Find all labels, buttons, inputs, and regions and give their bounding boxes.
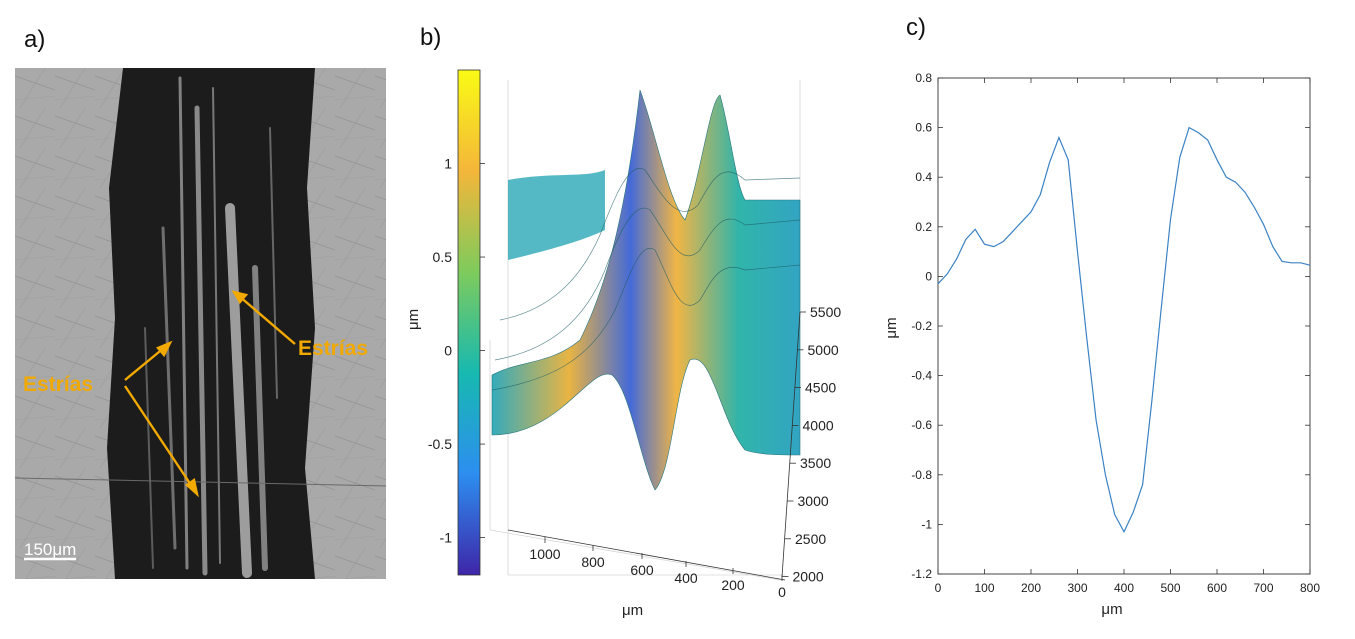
profile-line bbox=[937, 126, 1311, 534]
x-tick-label: 600 bbox=[1207, 581, 1227, 595]
y-tick-label: 3000 bbox=[798, 493, 829, 509]
x-tick-label: 800 bbox=[581, 554, 605, 570]
y-tick-label: 4000 bbox=[803, 417, 834, 433]
y-tick-label: 0.2 bbox=[915, 220, 932, 234]
y-tick-label: -0.2 bbox=[911, 319, 932, 333]
x-tick-label: 400 bbox=[1114, 581, 1134, 595]
x-tick-label: 200 bbox=[1021, 581, 1041, 595]
colorbar-tick-label: -1 bbox=[440, 530, 453, 546]
y-axis-label: μm bbox=[883, 317, 900, 338]
surface bbox=[491, 89, 801, 491]
profile-line-chart: 0.8 0.6 0.4 0.2 0 -0.2 -0.4 -0.6 -0.8 -1 -1.2 0 100… bbox=[883, 71, 1320, 618]
scale-bar-label: 150μm bbox=[24, 540, 76, 559]
micrograph-image: Estrías Estrías 150μm bbox=[15, 68, 386, 579]
y-tick-label: -1 bbox=[921, 517, 932, 531]
y-tick-label: 0 bbox=[925, 269, 932, 283]
y-tick-label: -0.6 bbox=[911, 418, 932, 432]
wear-track bbox=[107, 68, 315, 579]
colorbar-tick-label: 0 bbox=[444, 343, 452, 359]
panel-a-label: a) bbox=[24, 26, 46, 53]
x-axis-label: μm bbox=[622, 602, 643, 619]
y-tick-label: 5500 bbox=[810, 304, 841, 320]
x-tick-label: 300 bbox=[1067, 581, 1087, 595]
colorbar bbox=[457, 69, 481, 576]
axis-box bbox=[489, 80, 801, 581]
y-tick-label: 0.4 bbox=[915, 170, 932, 184]
colorbar-label: μm bbox=[405, 309, 422, 330]
colorbar-tick-label: -0.5 bbox=[428, 436, 452, 452]
x-tick-label: 1000 bbox=[529, 546, 560, 562]
y-tick-label: 4500 bbox=[805, 380, 836, 396]
colorbar-tick-label: 0.5 bbox=[433, 249, 453, 265]
x-tick-label: 800 bbox=[1300, 581, 1320, 595]
wear-striations bbox=[144, 76, 278, 578]
horizontal-seam bbox=[15, 477, 386, 487]
x-axis-line bbox=[507, 529, 786, 581]
x-tick-label: 600 bbox=[630, 562, 654, 578]
annotation-estrias-right: Estrías bbox=[298, 337, 368, 360]
y-tick-label: 2500 bbox=[795, 531, 826, 547]
x-tick-label: 0 bbox=[778, 584, 786, 600]
y-axis-line bbox=[781, 311, 801, 578]
x-tick-label: 100 bbox=[974, 581, 994, 595]
y-tick-label: -1.2 bbox=[911, 567, 932, 581]
y-tick-label: 3500 bbox=[800, 455, 831, 471]
y-tick-label: -0.8 bbox=[911, 468, 932, 482]
annotation-estrias-left: Estrías bbox=[23, 373, 93, 396]
surface-plot: 10.50-0.5-1 μm 5500500045004000350030002… bbox=[405, 69, 841, 619]
y-tick-label: 2000 bbox=[793, 569, 824, 585]
y-tick-label: 5000 bbox=[808, 342, 839, 358]
x-tick-label: 200 bbox=[721, 577, 745, 593]
x-axis-label: μm bbox=[1101, 601, 1122, 618]
y-tick-label: 0.6 bbox=[915, 121, 932, 135]
panel-b-label: b) bbox=[420, 24, 442, 51]
colorbar-tick-label: 1 bbox=[444, 156, 452, 172]
y-tick-label: 0.8 bbox=[915, 71, 932, 85]
x-tick-label: 0 bbox=[935, 581, 942, 595]
x-tick-label: 700 bbox=[1253, 581, 1273, 595]
y-tick-label: -0.4 bbox=[911, 369, 932, 383]
x-tick-label: 500 bbox=[1160, 581, 1180, 595]
panel-c-label: c) bbox=[906, 14, 926, 41]
annotation-arrows bbox=[124, 290, 296, 498]
plot-area bbox=[937, 77, 1311, 575]
x-tick-label: 400 bbox=[674, 570, 698, 586]
